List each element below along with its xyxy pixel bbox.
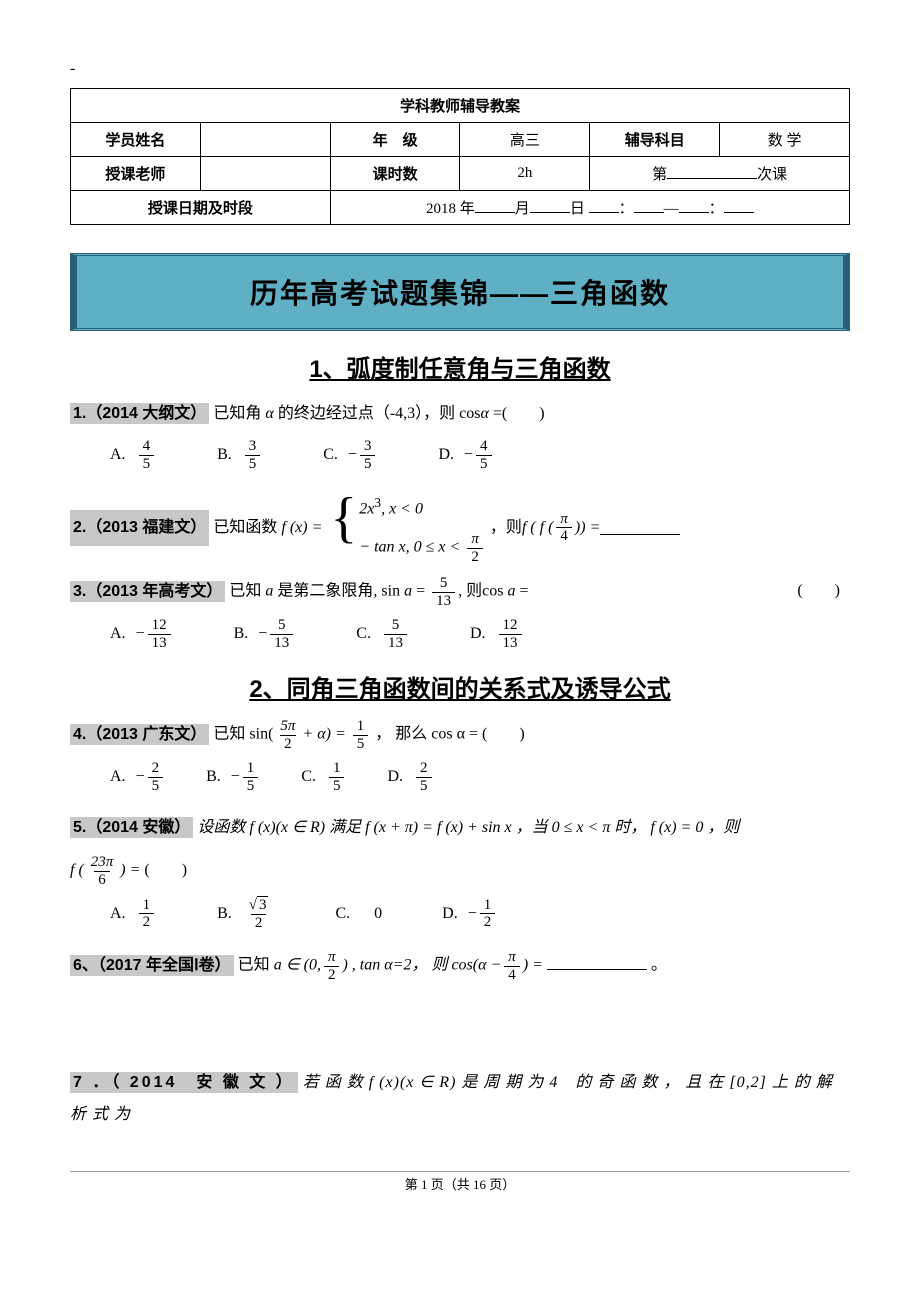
date-row: 授课日期及时段 2018 年月日 ：—： [71, 191, 850, 225]
p2-tag: 2.（2013 福建文） [70, 510, 209, 546]
problem-2: 2.（2013 福建文） 已知函数 f (x) = { 2x3, x < 0 −… [70, 490, 850, 565]
p5-tag: 5.（2014 安徽） [70, 817, 193, 838]
p4-opt-b: B.−15 [206, 760, 261, 794]
p4-opt-a: A.−25 [110, 760, 166, 794]
p1-options: A.45 B.35 C.−35 D.−45 [70, 438, 850, 472]
banner-title: 历年高考试题集锦——三角函数 [250, 272, 670, 312]
info-row-2: 授课老师 课时数 2h 第次课 [71, 157, 850, 191]
p3-opt-c: C.513 [356, 617, 410, 651]
p3-opt-a: A.−1213 [110, 617, 174, 651]
label-subject: 辅导科目 [590, 123, 720, 157]
label-student: 学员姓名 [71, 123, 201, 157]
p5-opt-b: B.√32 [217, 896, 275, 931]
p5-opt-a: A.12 [110, 897, 157, 931]
p2-stem-a: 已知函数 [213, 512, 277, 544]
value-datetime: 2018 年月日 ：—： [330, 191, 849, 225]
p4-paren: ( ) [482, 726, 525, 743]
label-grade: 年 级 [330, 123, 460, 157]
header-table: 学科教师辅导教案 学员姓名 年 级 高三 辅导科目 数 学 授课老师 课时数 2… [70, 88, 850, 225]
p2-ff: f ( f ( [522, 512, 554, 544]
title-row: 学科教师辅导教案 [71, 89, 850, 123]
p3-tag: 3.（2013 年高考文） [70, 581, 225, 602]
p1-stem-b: 的终边经过点（-4,3），则 cos [278, 405, 481, 422]
p2-piecewise: { 2x3, x < 0 − tan x, 0 ≤ x < π2 [330, 490, 485, 565]
p1-opt-a: A.45 [110, 438, 157, 472]
p3-opt-d: D.1213 [470, 617, 525, 651]
p4-options: A.−25 B.−15 C.15 D.25 [70, 760, 850, 794]
problem-1: 1.（2014 大纲文） 已知角 α 的终边经过点（-4,3），则 cosα =… [70, 398, 850, 430]
problem-5: 5.（2014 安徽） 设函数 f (x)(x ∈ R) 满足 f (x + π… [70, 812, 850, 844]
problem-3: 3.（2013 年高考文） 已知 a 是第二象限角, sin a = 513, … [70, 575, 850, 609]
page-footer: 第 1 页（共 16 页） [70, 1171, 850, 1193]
section2-heading: 2、同角三角函数间的关系式及诱导公式 [70, 669, 850, 704]
value-teacher [200, 157, 330, 191]
month-suffix: 月 [515, 201, 530, 217]
problem-4: 4.（2013 广东文） 已知 sin(5π2+ α) = 15 ， 那么 co… [70, 718, 850, 752]
label-hours: 课时数 [330, 157, 460, 191]
lesson-number: 第次课 [590, 157, 850, 191]
top-dash: - [70, 60, 850, 78]
p4-opt-d: D.25 [387, 760, 434, 794]
problem-5-expr: f (23π6) = ( ) [70, 854, 850, 888]
p2-blank [600, 520, 680, 534]
p5-options: A.12 B.√32 C. 0 D.−12 [70, 896, 850, 931]
p5-stem: 设函数 f (x)(x ∈ R) 满足 f (x + π) = f (x) + … [197, 819, 739, 836]
p5-paren: ( ) [144, 862, 187, 879]
doc-title: 学科教师辅导教案 [71, 89, 850, 123]
problem-6: 6、（2017 年全国Ⅰ卷） 已知 a ∈ (0,π2) , tan α=2， … [70, 949, 850, 983]
label-datetime: 授课日期及时段 [71, 191, 331, 225]
p3-opt-b: B.−513 [234, 617, 297, 651]
p4-opt-c: C.15 [301, 760, 347, 794]
p2-then: ，则 [490, 512, 522, 544]
section1-heading: 1、弧度制任意角与三角函数 [70, 349, 850, 384]
page: - 学科教师辅导教案 学员姓名 年 级 高三 辅导科目 数 学 授课老师 课时数… [0, 0, 920, 1223]
p1-stem-c: =( ) [493, 405, 545, 422]
time-sep: — [664, 201, 679, 217]
p6-tag: 6、（2017 年全国Ⅰ卷） [70, 955, 234, 976]
p2-fx: f (x) = [281, 512, 322, 544]
section-banner: 历年高考试题集锦——三角函数 [70, 253, 850, 331]
p1-stem-a: 已知角 [213, 405, 261, 422]
p1-opt-b: B.35 [217, 438, 263, 472]
value-student [200, 123, 330, 157]
p5-opt-c: C. 0 [335, 905, 382, 923]
p1-opt-d: D.−45 [438, 438, 494, 472]
value-grade: 高三 [460, 123, 590, 157]
p1-alpha: α [265, 405, 273, 422]
day-suffix: 日 [570, 201, 585, 217]
p3-options: A.−1213 B.−513 C.513 D.1213 [70, 617, 850, 651]
p1-opt-c: C.−35 [323, 438, 378, 472]
p3-paren: ( ) [797, 575, 840, 607]
p4-tag: 4.（2013 广东文） [70, 724, 209, 745]
problem-7: 7 ．（ 2014 安 徽 文 ） 若 函 数 f (x)(x ∈ R) 是 周… [70, 1067, 850, 1131]
p1-tag: 1.（2014 大纲文） [70, 403, 209, 424]
value-hours: 2h [460, 157, 590, 191]
p6-blank [547, 956, 647, 970]
label-teacher: 授课老师 [71, 157, 201, 191]
value-subject: 数 学 [720, 123, 850, 157]
p7-tag: 7 ．（ 2014 安 徽 文 ） [70, 1072, 298, 1093]
year-text: 2018 年 [426, 201, 475, 217]
p5-opt-d: D.−12 [442, 897, 498, 931]
info-row-1: 学员姓名 年 级 高三 辅导科目 数 学 [71, 123, 850, 157]
